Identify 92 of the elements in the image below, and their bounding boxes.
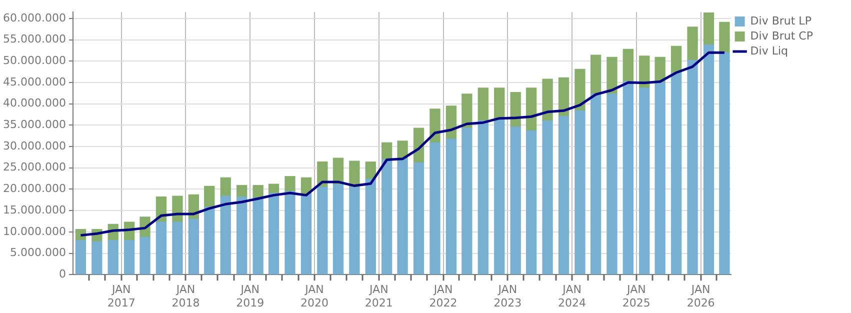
y-tick-label: 15.000.000	[2, 203, 66, 216]
bar	[606, 56, 618, 94]
legend-label: Div Liq	[750, 44, 788, 58]
x-tick-label: JAN 2020	[300, 283, 329, 310]
x-tick-label: JAN 2019	[236, 283, 264, 310]
x-tick-label: JAN 2024	[558, 283, 586, 310]
bar	[590, 54, 602, 94]
bar	[462, 94, 472, 128]
y-tick-label: 30.000.000	[2, 139, 66, 152]
bar	[156, 222, 167, 274]
y-tick-label: 60.000.000	[2, 11, 66, 24]
bar	[542, 78, 553, 122]
bar	[382, 158, 392, 274]
bar	[236, 196, 248, 274]
x-tick-label: JAN 2026	[686, 283, 715, 310]
bar	[268, 184, 280, 194]
bar	[622, 80, 634, 274]
bar	[317, 186, 328, 274]
bar	[542, 120, 553, 274]
x-tick-label: JAN 2022	[429, 283, 458, 310]
bar	[719, 22, 730, 53]
bar	[252, 185, 264, 198]
bar	[430, 108, 440, 143]
bar	[268, 192, 280, 274]
bar	[124, 240, 135, 274]
bar	[220, 177, 231, 196]
legend-label: Div Brut LP	[750, 14, 812, 28]
bar	[558, 116, 570, 274]
bar	[413, 162, 424, 274]
bar	[108, 240, 118, 274]
bar	[494, 118, 505, 274]
y-tick-label: 55.000.000	[2, 32, 66, 46]
bar	[430, 142, 440, 274]
bar	[703, 44, 714, 274]
bar	[172, 196, 183, 222]
y-tick-label: 25.000.000	[2, 160, 66, 174]
bar	[140, 236, 150, 274]
bar	[558, 77, 570, 117]
bar	[349, 186, 360, 274]
bar	[574, 68, 586, 111]
bar	[639, 88, 650, 274]
bar	[574, 110, 586, 274]
x-tick-label: JAN 2025	[622, 283, 650, 310]
bar	[670, 72, 682, 274]
bar	[252, 197, 264, 274]
bar	[670, 46, 682, 73]
legend-label: Div Brut CP	[750, 29, 814, 42]
bar	[365, 162, 376, 180]
bar	[204, 206, 215, 274]
bar	[284, 176, 296, 192]
bar	[236, 185, 248, 198]
bar	[478, 88, 488, 121]
y-tick-label: 45.000.000	[2, 75, 66, 88]
bar	[332, 184, 344, 274]
y-tick-label: 35.000.000	[2, 118, 66, 132]
x-tick-label: JAN 2021	[364, 283, 393, 310]
bar	[188, 218, 200, 274]
y-tick-label: 40.000.000	[2, 96, 66, 110]
bar	[382, 142, 392, 160]
bar	[462, 128, 472, 274]
bar	[687, 60, 698, 274]
bar	[349, 160, 360, 188]
bar	[446, 138, 457, 274]
x-tick-label: JAN 2023	[494, 283, 522, 310]
bar	[220, 196, 231, 274]
bar	[654, 82, 666, 274]
bar	[622, 48, 634, 82]
bar	[703, 12, 714, 46]
bar	[478, 120, 488, 274]
bar	[606, 94, 618, 274]
y-tick-label: 5.000.000	[10, 246, 66, 260]
y-tick-label: 10.000.000	[2, 224, 66, 238]
x-tick-label: JAN 2017	[107, 283, 136, 310]
bar	[719, 52, 730, 274]
bar	[397, 158, 408, 274]
y-tick-label: 0	[58, 267, 66, 280]
y-tick-label: 20.000.000	[2, 182, 66, 196]
x-tick-label: JAN 2018	[172, 283, 200, 310]
bar	[590, 93, 602, 274]
bar	[526, 88, 537, 132]
bar	[687, 26, 698, 61]
y-tick-label: 50.000.000	[2, 54, 66, 67]
bar	[494, 88, 505, 119]
bar	[365, 178, 376, 274]
bar	[75, 240, 86, 274]
bar	[284, 191, 296, 274]
bar	[526, 130, 537, 274]
bar	[92, 241, 102, 274]
bar	[300, 194, 312, 274]
bar	[510, 126, 521, 274]
bar	[172, 222, 183, 274]
bar	[204, 186, 215, 208]
